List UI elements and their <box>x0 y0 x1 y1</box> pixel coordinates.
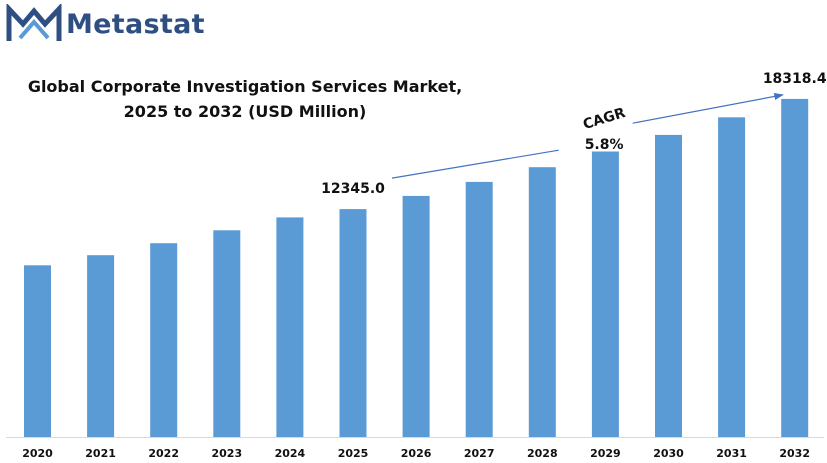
x-tick-label-2026: 2026 <box>401 447 432 460</box>
x-tick-label-2029: 2029 <box>590 447 621 460</box>
x-tick-label-2024: 2024 <box>275 447 306 460</box>
bar-2021 <box>87 255 115 437</box>
x-tick-label-2020: 2020 <box>22 447 53 460</box>
x-tick-label-2028: 2028 <box>527 447 558 460</box>
data-labels: 12345.0 18318.4 <box>321 71 827 197</box>
bar-2026 <box>402 195 430 437</box>
x-tick-label-2021: 2021 <box>85 447 116 460</box>
bar-2027 <box>465 181 493 437</box>
cagr-value: 5.8% <box>585 137 624 153</box>
bar-2024 <box>276 217 304 437</box>
x-tick-label-2031: 2031 <box>716 447 747 460</box>
bar-2030 <box>655 134 682 437</box>
bar-2029 <box>591 151 619 437</box>
cagr-arrow-segment-2 <box>632 92 784 124</box>
data-label-2032: 18318.4 <box>763 71 827 87</box>
x-tick-label-2027: 2027 <box>464 447 495 460</box>
x-tick-label-2025: 2025 <box>338 447 369 460</box>
bar-2028 <box>528 167 556 437</box>
bar-series <box>24 98 809 438</box>
cagr-label: CAGR <box>581 105 627 133</box>
bar-2031 <box>718 117 746 438</box>
chart-title-line-1: Global Corporate Investigation Services … <box>28 77 462 96</box>
data-label-2025: 12345.0 <box>321 181 385 197</box>
brand-name: Metastat <box>66 8 205 40</box>
x-axis-ticks: 2020 2021 2022 2023 2024 2025 2026 2027 2028 2029… <box>22 447 810 460</box>
x-tick-label-2022: 2022 <box>148 447 179 460</box>
chart-title-line-2: 2025 to 2032 (USD Million) <box>124 102 367 121</box>
cagr-arrow-segment-1 <box>391 149 559 179</box>
bar-2023 <box>213 230 241 437</box>
bar-2022 <box>150 243 178 437</box>
x-tick-label-2032: 2032 <box>779 447 810 460</box>
brand-logo: Metastat <box>6 4 205 44</box>
x-tick-label-2030: 2030 <box>653 447 684 460</box>
m-logo-icon <box>6 4 62 41</box>
x-tick-label-2023: 2023 <box>211 447 242 460</box>
bar-2025 <box>339 209 367 437</box>
bar-2032 <box>781 98 809 438</box>
bar-2020 <box>24 265 51 437</box>
